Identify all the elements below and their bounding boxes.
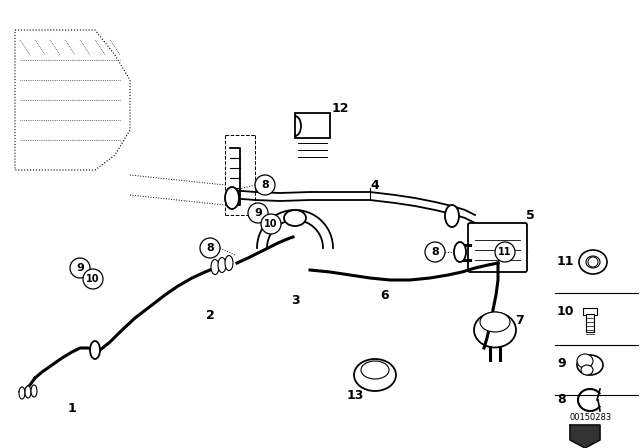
Text: 9: 9 [254, 208, 262, 218]
Ellipse shape [445, 205, 459, 227]
Ellipse shape [284, 210, 306, 226]
Circle shape [495, 242, 515, 262]
Bar [583, 308, 597, 315]
Ellipse shape [577, 354, 593, 368]
Text: 6: 6 [381, 289, 389, 302]
Text: 1: 1 [68, 401, 76, 414]
Text: 10: 10 [264, 219, 278, 229]
Ellipse shape [19, 387, 25, 399]
Circle shape [261, 214, 281, 234]
Ellipse shape [361, 361, 389, 379]
Text: 2: 2 [205, 309, 214, 322]
Ellipse shape [31, 385, 37, 397]
Text: 8: 8 [206, 243, 214, 253]
Ellipse shape [354, 359, 396, 391]
Text: 10: 10 [557, 305, 575, 318]
Ellipse shape [211, 259, 219, 275]
Text: 5: 5 [525, 208, 534, 221]
Text: 3: 3 [291, 293, 300, 306]
Polygon shape [570, 425, 600, 448]
Circle shape [83, 269, 103, 289]
Text: 11: 11 [557, 255, 575, 268]
Ellipse shape [581, 365, 593, 375]
FancyBboxPatch shape [468, 223, 527, 272]
Ellipse shape [225, 255, 233, 271]
Ellipse shape [454, 242, 466, 262]
Ellipse shape [225, 187, 239, 209]
Ellipse shape [480, 312, 510, 332]
Circle shape [425, 242, 445, 262]
Ellipse shape [474, 313, 516, 348]
Text: 12: 12 [332, 102, 349, 115]
Text: 4: 4 [371, 178, 380, 191]
Text: 8: 8 [557, 393, 566, 406]
Text: 11: 11 [499, 247, 512, 257]
Text: 7: 7 [516, 314, 524, 327]
Text: 8: 8 [261, 180, 269, 190]
FancyBboxPatch shape [295, 113, 330, 138]
Text: 9: 9 [557, 357, 566, 370]
Text: 8: 8 [431, 247, 439, 257]
Circle shape [255, 175, 275, 195]
Ellipse shape [579, 250, 607, 274]
Ellipse shape [25, 386, 31, 398]
Text: 9: 9 [76, 263, 84, 273]
Circle shape [200, 238, 220, 258]
Ellipse shape [577, 355, 603, 375]
Circle shape [248, 203, 268, 223]
Ellipse shape [90, 341, 100, 359]
Ellipse shape [218, 258, 226, 272]
Text: 10: 10 [86, 274, 100, 284]
Text: 00150283: 00150283 [570, 413, 612, 422]
Ellipse shape [586, 256, 600, 268]
Circle shape [70, 258, 90, 278]
Bar [586, 314, 594, 332]
Circle shape [588, 257, 598, 267]
Text: 13: 13 [346, 388, 364, 401]
